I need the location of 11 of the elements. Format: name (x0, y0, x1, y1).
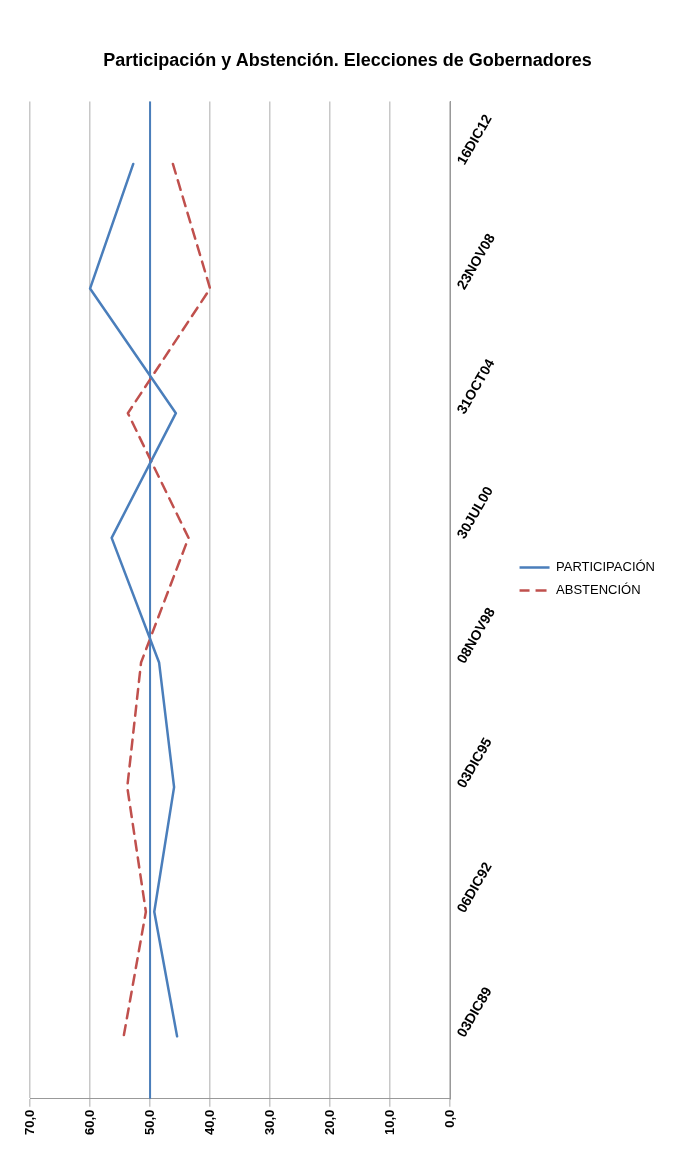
x-tick-label: 0,0 (441, 1109, 457, 1128)
legend-label: ABSTENCIÓN (556, 582, 641, 598)
x-tick-label: 50,0 (141, 1109, 157, 1136)
x-tick-label: 70,0 (21, 1109, 37, 1136)
x-tick-label: 20,0 (321, 1109, 337, 1136)
x-tick-label: 10,0 (381, 1109, 397, 1136)
chart-title: Participación y Abstención. Elecciones de Gobernadores (103, 49, 592, 70)
legend-label: PARTICIPACIÓN (556, 559, 656, 575)
x-tick-label: 40,0 (201, 1109, 217, 1136)
x-tick-label: 60,0 (81, 1109, 97, 1136)
x-tick-label: 30,0 (261, 1109, 277, 1136)
